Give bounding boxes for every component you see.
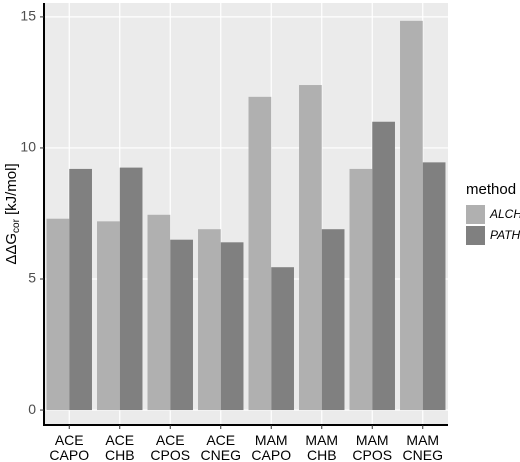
bar — [422, 162, 446, 411]
bar — [46, 218, 70, 411]
bar — [147, 214, 171, 411]
x-tick-label-line: MAM — [356, 432, 389, 448]
y-tick-label: 15 — [20, 8, 36, 24]
bar — [400, 20, 423, 411]
x-tick-label-line: ACE — [206, 432, 235, 448]
bar — [198, 229, 221, 411]
y-label-main: ΔΔG — [3, 233, 20, 265]
x-tick-label-line: CNEG — [403, 447, 443, 462]
y-tick-label: 5 — [28, 270, 36, 286]
x-tick-label-line: MAM — [305, 432, 338, 448]
legend-label: PATH — [490, 228, 520, 242]
y-label-unit: [kJ/mol] — [3, 163, 20, 215]
x-tick-label-line: CHB — [307, 447, 337, 462]
bar — [349, 168, 373, 411]
x-tick-label: MAM CNEG — [403, 432, 443, 462]
x-tick-label-line: ACE — [105, 432, 134, 448]
x-tick-label-line: ACE — [156, 432, 185, 448]
bar — [220, 242, 244, 411]
x-tick-label-line: CPOS — [150, 447, 190, 462]
legend-title: method — [466, 181, 516, 198]
x-tick-label-line: ACE — [55, 432, 84, 448]
legend-key — [466, 226, 485, 245]
x-tick-label: ACE CHB — [105, 432, 135, 462]
y-tick-label: 10 — [20, 139, 36, 155]
x-tick-label-line: CNEG — [201, 447, 241, 462]
x-tick-label-line: CPOS — [352, 447, 392, 462]
x-tick-label-line: MAM — [406, 432, 439, 448]
x-tick-label: MAM CAPO — [251, 432, 291, 462]
x-tick-label-line: MAM — [255, 432, 288, 448]
bar — [372, 121, 395, 411]
x-tick-label: MAM CHB — [305, 432, 338, 462]
x-tick-label-line: CAPO — [49, 447, 89, 462]
x-tick-label-line: CHB — [105, 447, 135, 462]
bar — [69, 168, 92, 411]
bar — [321, 229, 345, 411]
bar — [119, 167, 143, 411]
bar — [299, 85, 322, 411]
bar — [170, 239, 193, 411]
legend-key — [466, 205, 485, 224]
bar — [248, 96, 272, 411]
x-tick-label: ACE CAPO — [49, 432, 89, 462]
x-tick-label: ACE CNEG — [201, 432, 241, 462]
x-tick-label: ACE CPOS — [150, 432, 190, 462]
bars — [46, 20, 446, 411]
x-tick-label: MAM CPOS — [352, 432, 392, 462]
x-tick-label-line: CAPO — [251, 447, 291, 462]
y-axis-title: ΔΔGcor [kJ/mol] — [3, 163, 22, 264]
y-label-sub: cor — [11, 218, 22, 233]
bar — [97, 221, 120, 411]
bar — [271, 267, 294, 411]
legend-label: ALCH — [489, 207, 520, 221]
y-tick-label: 0 — [28, 401, 36, 417]
